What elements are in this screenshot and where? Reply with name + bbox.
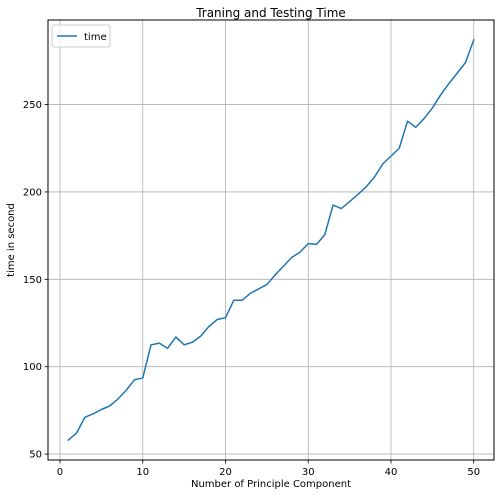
- legend: time: [51, 24, 111, 48]
- ticks: 0 10 20 30 40 50 50 100 150 200 250: [23, 100, 480, 478]
- x-axis-label: Number of Principle Component: [191, 479, 351, 490]
- y-tick-label: 50: [29, 450, 42, 461]
- x-tick-label: 0: [57, 467, 63, 478]
- x-tick-label: 10: [136, 467, 149, 478]
- y-tick-label: 150: [23, 275, 42, 286]
- chart-title: Traning and Testing Time: [195, 6, 346, 20]
- legend-box: [51, 24, 111, 48]
- y-tick-label: 100: [23, 362, 42, 373]
- plot-frame: [47, 19, 495, 461]
- y-tick-label: 250: [23, 100, 42, 111]
- x-tick-label: 40: [385, 467, 398, 478]
- series-layer: [67, 38, 475, 442]
- series-line-time: [67, 38, 475, 442]
- x-tick-label: 30: [302, 467, 315, 478]
- legend-label-time: time: [84, 32, 107, 43]
- x-tick-label: 20: [219, 467, 232, 478]
- y-tick-label: 200: [23, 187, 42, 198]
- x-tick-label: 50: [467, 467, 480, 478]
- y-axis-label: time in second: [6, 203, 17, 277]
